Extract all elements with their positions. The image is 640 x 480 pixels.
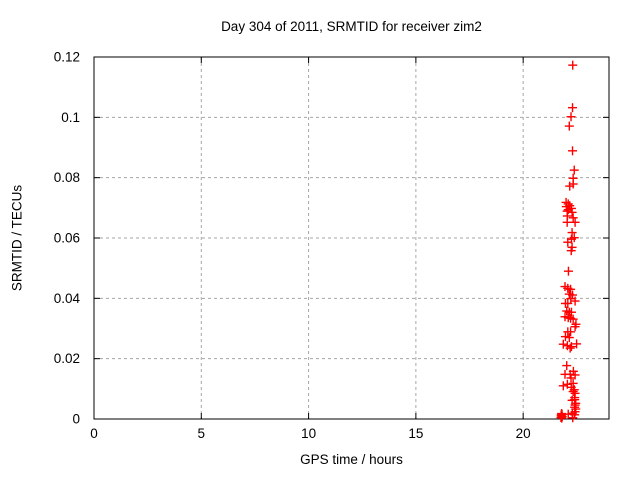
y-tick-label: 0.08 xyxy=(54,170,80,185)
y-tick-label: 0.04 xyxy=(54,291,81,306)
x-tick-label: 20 xyxy=(516,426,531,441)
y-tick-label: 0.12 xyxy=(54,50,80,65)
y-tick-label: 0 xyxy=(72,412,80,427)
x-tick-label: 5 xyxy=(198,426,206,441)
x-tick-label: 10 xyxy=(301,426,316,441)
x-tick-label: 15 xyxy=(408,426,423,441)
plot-border xyxy=(93,56,610,420)
y-tick-label: 0.02 xyxy=(54,351,80,366)
x-axis-label: GPS time / hours xyxy=(300,452,403,467)
chart-title: Day 304 of 2011, SRMTID for receiver zim… xyxy=(221,19,482,34)
y-axis-label: SRMTID / TECUs xyxy=(9,184,25,292)
y-tick-label: 0.06 xyxy=(54,231,80,246)
y-tick-label: 0.1 xyxy=(61,110,80,125)
x-tick-label: 0 xyxy=(90,426,98,441)
